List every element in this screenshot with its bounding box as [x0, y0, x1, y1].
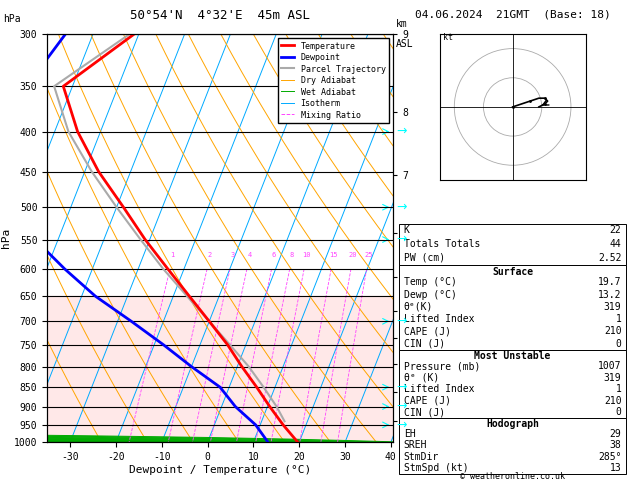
Text: Lifted Index: Lifted Index — [404, 384, 474, 394]
Text: CAPE (J): CAPE (J) — [404, 396, 451, 406]
Text: 3: 3 — [230, 252, 235, 258]
Text: 210: 210 — [604, 396, 621, 406]
Text: 285°: 285° — [598, 451, 621, 462]
Text: 50°54'N  4°32'E  45m ASL: 50°54'N 4°32'E 45m ASL — [130, 9, 310, 22]
Text: Hodograph: Hodograph — [486, 419, 539, 429]
Text: © weatheronline.co.uk: © weatheronline.co.uk — [460, 472, 565, 481]
Text: 44: 44 — [610, 239, 621, 249]
Text: 210: 210 — [604, 327, 621, 336]
Text: Most Unstable: Most Unstable — [474, 351, 551, 361]
Text: 1: 1 — [616, 314, 621, 324]
Text: PW (cm): PW (cm) — [404, 253, 445, 263]
Text: 1: 1 — [616, 384, 621, 394]
Text: 2: 2 — [208, 252, 212, 258]
Text: Totals Totals: Totals Totals — [404, 239, 480, 249]
Text: 22: 22 — [610, 226, 621, 235]
Text: CIN (J): CIN (J) — [404, 407, 445, 417]
Text: 13.2: 13.2 — [598, 290, 621, 300]
Text: →: → — [396, 125, 407, 138]
Text: 1: 1 — [170, 252, 175, 258]
Legend: Temperature, Dewpoint, Parcel Trajectory, Dry Adiabat, Wet Adiabat, Isotherm, Mi: Temperature, Dewpoint, Parcel Trajectory… — [278, 38, 389, 123]
Text: 1007: 1007 — [598, 361, 621, 371]
Y-axis label: hPa: hPa — [1, 228, 11, 248]
Text: Lifted Index: Lifted Index — [404, 314, 474, 324]
Text: 4: 4 — [247, 252, 252, 258]
Text: ASL: ASL — [396, 38, 414, 49]
Text: →: → — [396, 315, 407, 328]
Text: 29: 29 — [610, 429, 621, 439]
Text: 20: 20 — [348, 252, 357, 258]
Bar — [47, 296, 393, 442]
Text: θᵉ (K): θᵉ (K) — [404, 373, 439, 382]
Text: Temp (°C): Temp (°C) — [404, 278, 457, 287]
Text: →: → — [396, 400, 407, 413]
Text: →: → — [396, 418, 407, 432]
Text: CAPE (J): CAPE (J) — [404, 327, 451, 336]
Text: 319: 319 — [604, 373, 621, 382]
Text: 2.52: 2.52 — [598, 253, 621, 263]
Text: Dewp (°C): Dewp (°C) — [404, 290, 457, 300]
Text: 0: 0 — [616, 339, 621, 349]
Text: 10: 10 — [302, 252, 311, 258]
X-axis label: Dewpoint / Temperature (°C): Dewpoint / Temperature (°C) — [129, 465, 311, 475]
Text: 0: 0 — [616, 407, 621, 417]
Text: θᵉ(K): θᵉ(K) — [404, 302, 433, 312]
Text: →: → — [396, 381, 407, 394]
Text: StmSpd (kt): StmSpd (kt) — [404, 463, 469, 473]
Text: 38: 38 — [610, 440, 621, 450]
Text: 19.7: 19.7 — [598, 278, 621, 287]
Text: hPa: hPa — [3, 14, 21, 24]
Text: 319: 319 — [604, 302, 621, 312]
Text: Pressure (mb): Pressure (mb) — [404, 361, 480, 371]
Text: km: km — [396, 19, 408, 29]
Text: kt: kt — [443, 33, 453, 42]
Text: K: K — [404, 226, 409, 235]
Text: 13: 13 — [610, 463, 621, 473]
Text: 04.06.2024  21GMT  (Base: 18): 04.06.2024 21GMT (Base: 18) — [415, 10, 611, 20]
Text: SREH: SREH — [404, 440, 427, 450]
Text: →: → — [396, 233, 407, 246]
Text: EH: EH — [404, 429, 416, 439]
Text: 6: 6 — [272, 252, 276, 258]
Text: 8: 8 — [290, 252, 294, 258]
Text: 15: 15 — [329, 252, 338, 258]
Text: Surface: Surface — [492, 267, 533, 277]
Text: StmDir: StmDir — [404, 451, 439, 462]
Text: 25: 25 — [364, 252, 373, 258]
Text: CIN (J): CIN (J) — [404, 339, 445, 349]
Text: →: → — [396, 201, 407, 214]
